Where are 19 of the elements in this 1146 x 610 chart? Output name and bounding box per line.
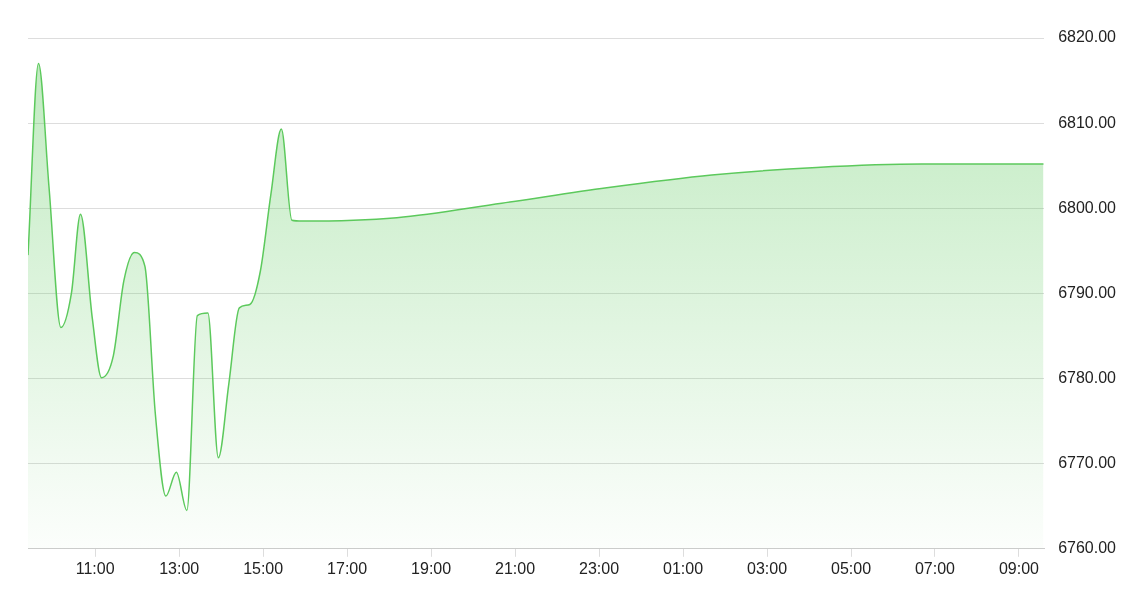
y-tick-label: 6820.00 [1058,28,1117,46]
y-tick-label: 6790.00 [1058,283,1117,301]
x-tick-label: 05:00 [830,559,872,577]
y-tick-label: 6760.00 [1058,539,1117,557]
x-tick-label: 23:00 [579,559,620,577]
x-tick-label: 17:00 [327,559,368,577]
x-tick-label: 01:00 [663,559,704,577]
x-tick-label: 15:00 [243,559,284,577]
x-tick-label: 11:00 [75,559,115,577]
y-tick-label: 6810.00 [1058,113,1117,131]
y-tick-label: 6770.00 [1058,454,1117,472]
x-tick-label: 03:00 [747,559,788,577]
x-tick-label: 13:00 [159,559,200,577]
x-tick-label: 19:00 [411,559,452,577]
x-tick-label: 07:00 [914,559,956,577]
y-tick-label: 6780.00 [1058,368,1117,386]
x-tick-label: 21:00 [495,559,536,577]
y-tick-label: 6800.00 [1058,198,1117,216]
x-tick-label: 09:00 [998,559,1040,577]
